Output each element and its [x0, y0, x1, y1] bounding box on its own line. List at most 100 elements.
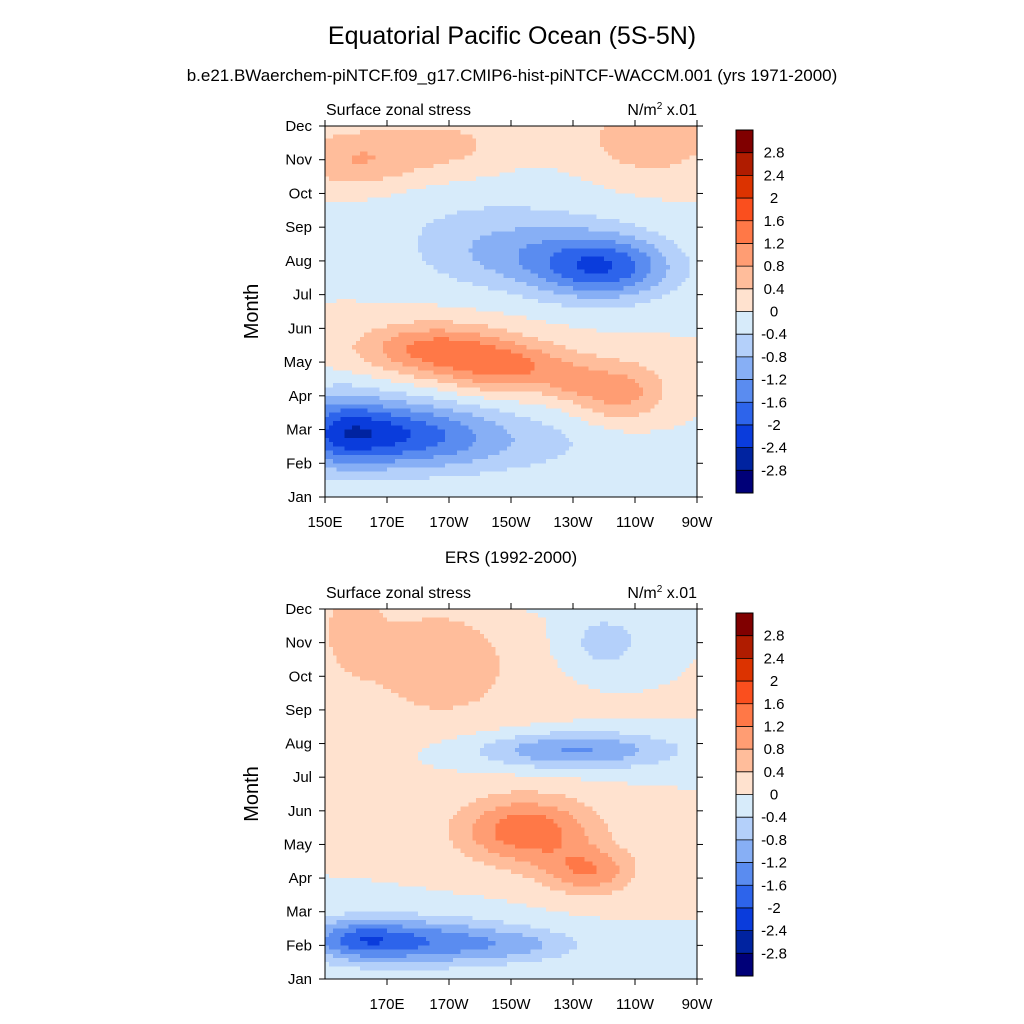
field-cell	[534, 319, 539, 325]
field-cell	[445, 248, 450, 254]
field-cell	[387, 155, 392, 161]
field-cell	[476, 155, 481, 161]
field-cell	[549, 252, 555, 258]
field-cell	[635, 231, 640, 237]
field-cell	[433, 130, 438, 136]
field-cell	[507, 222, 512, 228]
field-cell	[553, 222, 559, 228]
field-cell	[530, 341, 535, 346]
field-cell	[325, 147, 330, 152]
field-cell	[693, 273, 698, 279]
field-cell	[437, 172, 442, 178]
field-cell	[561, 151, 566, 157]
field-cell	[576, 138, 582, 144]
field-cell	[615, 319, 621, 325]
field-cell	[611, 189, 617, 195]
field-cell	[549, 130, 555, 136]
field-cell	[418, 193, 423, 199]
field-cell	[600, 176, 605, 182]
field-cell	[635, 222, 640, 228]
field-cell	[607, 286, 613, 292]
field-cell	[538, 138, 543, 144]
field-cell	[379, 315, 384, 321]
field-cell	[336, 142, 342, 148]
field-cell	[607, 307, 613, 313]
field-cell	[557, 260, 562, 266]
field-cell	[623, 180, 628, 186]
field-cell	[464, 319, 469, 325]
field-cell	[464, 252, 469, 258]
field-cell	[619, 260, 624, 266]
field-cell	[545, 298, 551, 304]
field-cell	[611, 239, 617, 245]
field-cell	[352, 244, 357, 249]
field-cell	[398, 269, 404, 275]
field-cell	[518, 126, 524, 131]
field-cell	[646, 126, 652, 131]
field-cell	[348, 286, 353, 292]
field-cell	[607, 163, 613, 169]
field-cell	[348, 290, 353, 296]
field-cell	[472, 290, 477, 296]
field-cell	[669, 311, 675, 317]
field-cell	[607, 277, 613, 283]
field-cell	[693, 290, 698, 296]
field-cell	[387, 193, 392, 199]
field-cell	[642, 201, 648, 207]
field-cell	[604, 193, 609, 199]
field-cell	[491, 290, 497, 296]
field-cell	[352, 189, 357, 195]
field-cell	[522, 126, 528, 131]
field-cell	[352, 193, 357, 199]
field-cell	[642, 256, 648, 262]
field-cell	[627, 222, 632, 228]
field-cell	[576, 315, 582, 321]
field-cell	[487, 307, 493, 313]
field-cell	[662, 201, 667, 207]
field-cell	[549, 180, 555, 186]
field-cell	[325, 248, 330, 254]
field-cell	[406, 319, 411, 325]
field-cell	[495, 231, 500, 237]
field-cell	[538, 307, 543, 313]
field-cell	[623, 332, 628, 338]
field-cell	[325, 163, 330, 169]
field-cell	[503, 303, 508, 308]
field-cell	[584, 303, 590, 308]
field-cell	[507, 172, 512, 178]
field-cell	[356, 252, 361, 258]
field-cell	[356, 298, 361, 304]
field-cell	[573, 252, 578, 258]
field-cell	[662, 151, 667, 157]
field-cell	[669, 256, 675, 262]
field-cell	[631, 130, 636, 136]
field-cell	[487, 142, 493, 148]
field-cell	[666, 193, 671, 199]
field-cell	[557, 176, 562, 182]
field-cell	[483, 163, 489, 169]
field-cell	[522, 319, 528, 325]
field-cell	[646, 189, 652, 195]
field-cell	[514, 151, 520, 157]
field-cell	[689, 227, 694, 232]
field-cell	[328, 231, 334, 237]
field-cell	[491, 311, 497, 317]
field-cell	[359, 277, 365, 283]
field-cell	[325, 218, 330, 224]
field-cell	[483, 324, 489, 329]
field-cell	[352, 281, 357, 287]
field-cell	[553, 155, 559, 161]
field-cell	[650, 126, 655, 131]
field-cell	[332, 201, 338, 207]
field-cell	[507, 168, 512, 173]
field-cell	[472, 142, 477, 148]
field-cell	[522, 336, 528, 342]
field-cell	[580, 142, 586, 148]
field-cell	[565, 294, 570, 300]
field-cell	[340, 311, 345, 317]
field-cell	[631, 332, 636, 338]
field-cell	[379, 197, 384, 203]
field-cell	[340, 315, 345, 321]
field-cell	[472, 185, 477, 190]
field-cell	[584, 193, 590, 199]
